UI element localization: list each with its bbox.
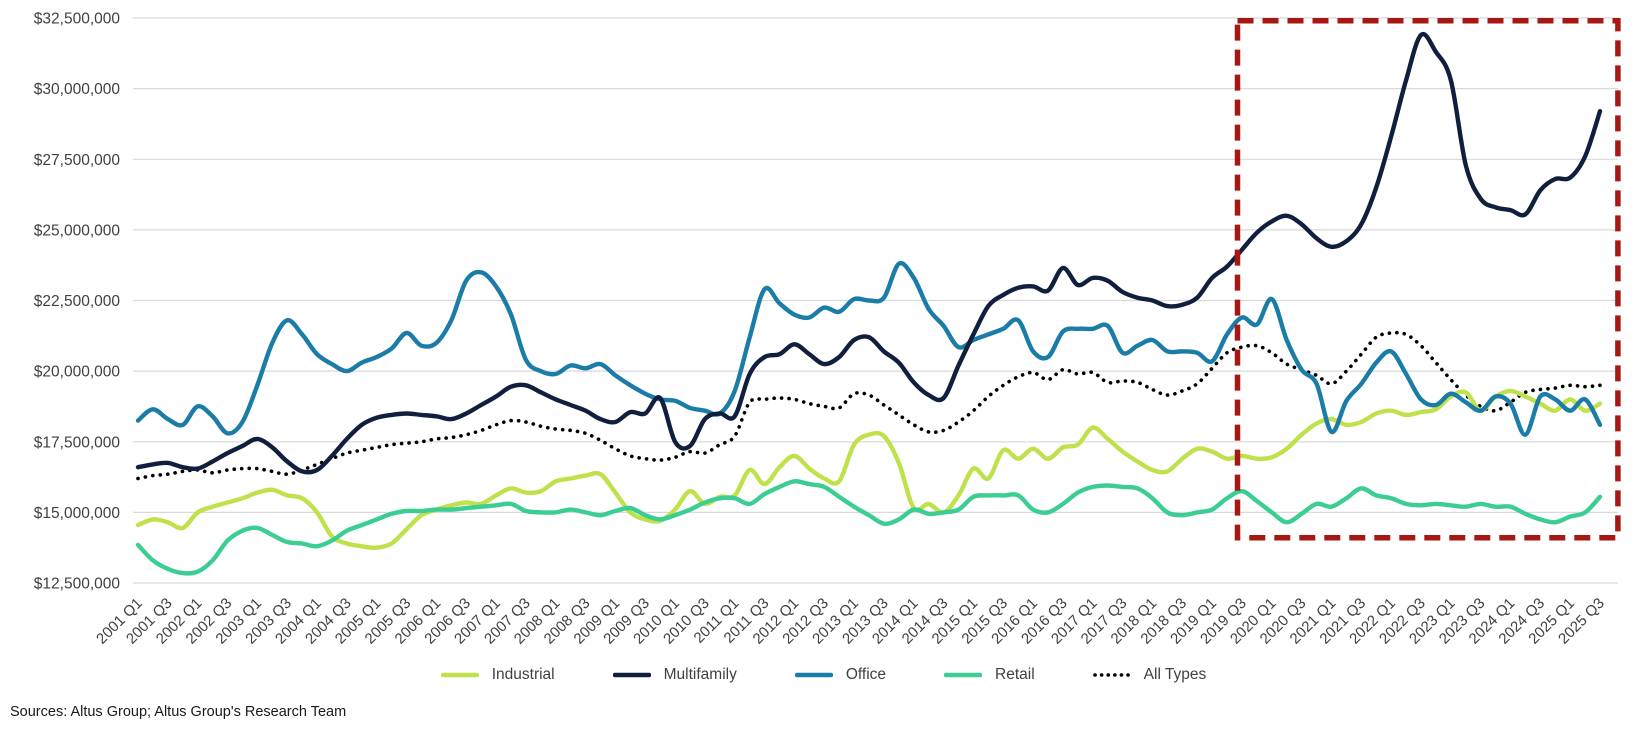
legend-label-office: Office: [845, 666, 887, 683]
y-axis-tick-label: $20,000,000: [34, 364, 121, 381]
series-line-all-types: [136, 330, 1602, 481]
legend-item-multifamily: Multifamily: [612, 666, 737, 684]
legend-item-all-types: All Types: [1092, 666, 1207, 684]
chart-plot-area: $32,500,000 $30,000,000 $27,500,000 $25,000…: [34, 11, 1621, 648]
y-axis-tick-label: $12,500,000: [34, 576, 121, 593]
y-axis-tick-label: $17,500,000: [34, 434, 121, 451]
legend-label-retail: Retail: [995, 666, 1035, 683]
y-axis-tick-label: $32,500,000: [34, 11, 121, 28]
legend-swatch-multifamily: [612, 672, 651, 678]
series-line-office: [135, 261, 1603, 437]
y-axis-tick-label: $27,500,000: [34, 152, 121, 169]
series-line-retail: [135, 479, 1603, 576]
y-axis-tick-label: $30,000,000: [34, 81, 121, 98]
y-axis-tick-label: $22,500,000: [34, 293, 121, 310]
y-axis-tick-label: $15,000,000: [34, 505, 121, 522]
legend-item-office: Office: [794, 666, 887, 684]
highlight-box: [1234, 18, 1621, 541]
legend-item-industrial: Industrial: [440, 666, 555, 684]
legend-swatch-office: [794, 672, 833, 678]
legend-swatch-retail: [944, 672, 983, 678]
price-trend-chart: $32,500,000 $30,000,000 $27,500,000 $25,000…: [0, 11, 1647, 720]
legend-swatch-all-types: [1092, 673, 1131, 677]
series-line-multifamily: [135, 31, 1603, 475]
legend-label-industrial: Industrial: [491, 666, 555, 683]
sources-note: Sources: Altus Group; Altus Group's Rese…: [10, 704, 347, 720]
y-axis-tick-label: $25,000,000: [34, 222, 121, 239]
series-line-industrial: [135, 388, 1603, 551]
legend-swatch-industrial: [440, 672, 479, 678]
legend-item-retail: Retail: [944, 666, 1035, 684]
legend-label-multifamily: Multifamily: [663, 666, 737, 683]
chart-legend: Industrial Multifamily Office Retail All Typ…: [0, 662, 1647, 688]
legend-label-all-types: All Types: [1143, 666, 1207, 683]
